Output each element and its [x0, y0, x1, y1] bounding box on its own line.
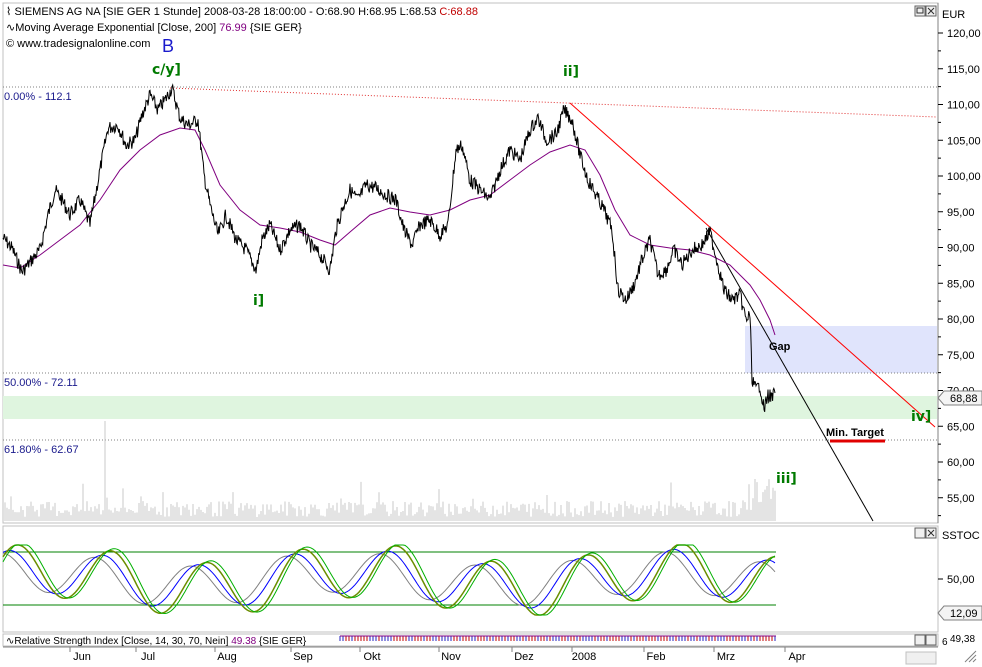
- main-chart-area: [2, 2, 939, 524]
- maximize-icon[interactable]: [914, 5, 926, 17]
- price-tick-label: 115,00: [947, 64, 980, 76]
- osc-slow-line: [2, 551, 776, 606]
- wave-label-ii: ii]: [563, 64, 579, 80]
- price-tick-label: 110,00: [947, 100, 980, 112]
- osc-fast-line: [2, 544, 776, 616]
- osc-main-line: [2, 544, 776, 616]
- x-tick-label: Mrz: [717, 651, 735, 663]
- osc-last-value: 12,09: [950, 608, 978, 620]
- price-line: [2, 83, 776, 413]
- last-price-value: 68,88: [950, 393, 978, 405]
- last-price-badge: [937, 390, 982, 406]
- wave-label-cy: c/y]: [152, 62, 181, 78]
- x-tick-label: Jun: [73, 651, 91, 663]
- price-tick-label: 100,00: [947, 171, 981, 183]
- rsi-close-icon[interactable]: [925, 634, 937, 646]
- ema-line: [2, 127, 776, 336]
- rsi-right-tick: 6: [942, 637, 948, 648]
- price-axis: 120,00 115,00 110,00 105,00 100,00 95,00 90,00…: [937, 3, 981, 523]
- osc-tick-label-50: 50,00: [947, 574, 975, 586]
- price-tick-label: 75,00: [947, 350, 975, 362]
- osc-last-badge: [937, 605, 982, 621]
- fib-label-618: 61.80% - 62.67: [4, 444, 79, 456]
- osc-title: SSTOC: [942, 530, 980, 542]
- scroll-button[interactable]: [905, 651, 937, 665]
- x-tick-label: Dez: [514, 651, 534, 663]
- close-icon-glyph: [927, 7, 935, 15]
- price-tick-label: 65,00: [947, 421, 975, 433]
- volume-bars: [4, 421, 776, 521]
- price-tick-label: 105,00: [947, 135, 981, 147]
- fib-label-0: 0.00% - 112.1: [4, 91, 72, 103]
- header-line-1: ⌇ SIEMENS AG NA [SIE GER 1 Stunde] 2008-…: [6, 6, 478, 18]
- x-tick-label: Sep: [293, 651, 313, 663]
- price-tick-label: 95,00: [947, 207, 975, 219]
- price-tick-label: 90,00: [947, 243, 975, 255]
- resistance-dotted-line: [169, 87, 938, 118]
- main-panel-controls[interactable]: [914, 5, 937, 17]
- gap-annotation: Gap: [769, 341, 791, 353]
- rsi-last-value: 49,38: [950, 634, 975, 645]
- price-tick-label: 80,00: [947, 314, 975, 326]
- price-tick-label: 85,00: [947, 278, 975, 290]
- header-line-3: © www.tradesignalonline.com: [6, 38, 150, 50]
- x-axis: Jun Jul Aug Sep Okt Nov Dez 2008 Feb Mrz Apr: [69, 647, 806, 663]
- projection-line: [705, 227, 874, 522]
- currency-label: EUR: [942, 9, 965, 21]
- header-line-2: ∿Moving Average Exponential [Close, 200]…: [6, 22, 302, 34]
- x-tick-label: Okt: [363, 651, 380, 663]
- min-target-annotation: Min. Target: [826, 427, 884, 439]
- wave-label-b: B: [162, 36, 174, 56]
- x-tick-label: Jul: [141, 651, 155, 663]
- oscillator-panel: [2, 525, 939, 633]
- resize-grip-icon[interactable]: [964, 650, 977, 663]
- price-tick-label: 60,00: [947, 457, 975, 469]
- price-tick-label: 120,00: [947, 28, 981, 40]
- osc-maximize-icon[interactable]: [914, 527, 926, 539]
- wave-label-iv: iv]: [911, 409, 931, 425]
- maximize-icon-inner: [916, 7, 924, 14]
- x-tick-label: Aug: [217, 651, 237, 663]
- x-tick-label: 2008: [572, 651, 596, 663]
- x-tick-label: Nov: [441, 651, 461, 663]
- osc-close-glyph: [927, 529, 935, 537]
- fib-label-50: 50.00% - 72.11: [4, 377, 78, 389]
- red-trendline: [569, 102, 936, 428]
- x-tick-label: Apr: [788, 651, 805, 663]
- rsi-title: ∿Relative Strength Index [Close, 14, 30,…: [6, 636, 307, 647]
- gap-zone: [745, 326, 937, 373]
- rsi-maximize-icon[interactable]: [914, 634, 926, 646]
- wave-label-iii: iii]: [776, 471, 797, 487]
- target-zone: [3, 396, 937, 419]
- price-tick-label: 55,00: [947, 493, 975, 505]
- osc-signal-line: [2, 548, 776, 609]
- rsi-strip: [339, 635, 776, 641]
- rsi-panel: [2, 633, 939, 647]
- x-tick-label: Feb: [647, 651, 666, 663]
- wave-label-i: i]: [253, 293, 264, 309]
